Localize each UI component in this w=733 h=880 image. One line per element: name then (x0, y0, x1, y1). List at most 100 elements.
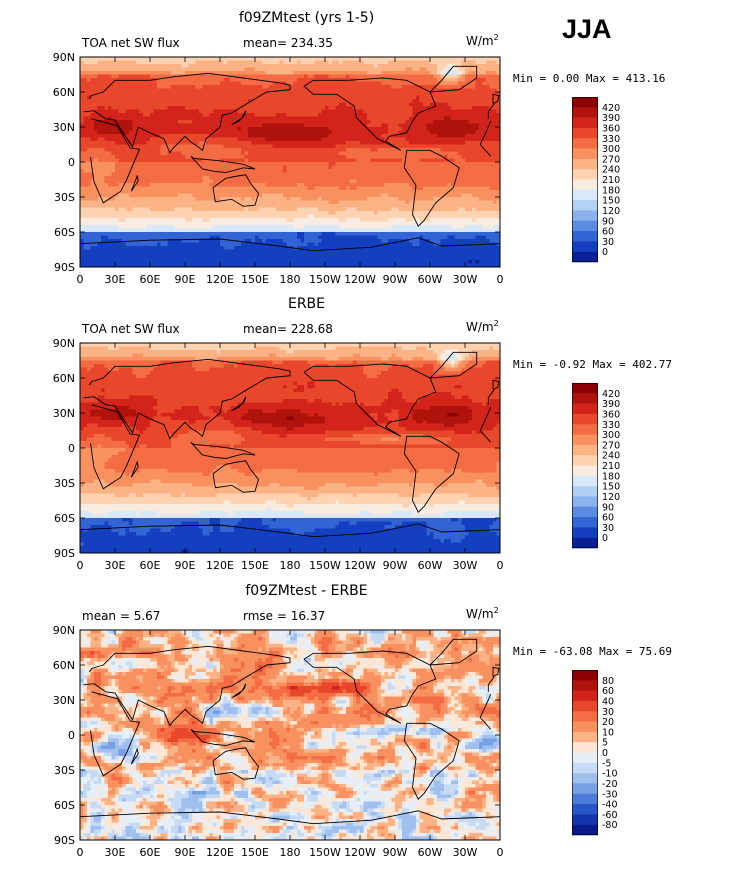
lat-label: 30S (54, 477, 75, 490)
lat-label: 90S (54, 834, 75, 847)
lon-label: 0 (497, 559, 504, 572)
lat-label: 60S (54, 799, 75, 812)
lon-label: 150W (309, 559, 341, 572)
lat-label: 90N (53, 51, 75, 64)
colorbar-swatch (572, 404, 598, 415)
panel-units: W/m2 (466, 319, 499, 334)
lat-label: 30N (53, 407, 75, 420)
colorbar-swatch (572, 149, 598, 160)
lat-label: 90N (53, 624, 75, 637)
colorbar-swatch (572, 486, 598, 497)
lon-label: 120E (206, 559, 234, 572)
lon-label: 120W (344, 273, 376, 286)
lon-label: 0 (77, 846, 84, 859)
colorbar-swatch (572, 180, 598, 191)
lon-label: 30W (453, 559, 478, 572)
lat-label: 60N (53, 86, 75, 99)
lon-label: 60E (140, 846, 161, 859)
lon-label: 0 (77, 559, 84, 572)
lon-label: 30E (105, 846, 126, 859)
colorbar-swatch (572, 118, 598, 129)
colorbar-swatch (572, 383, 598, 394)
lon-label: 0 (497, 273, 504, 286)
panel-title: f09ZMtest (yrs 1-5) (0, 10, 673, 26)
colorbar-swatch (572, 435, 598, 446)
colorbar-swatch (572, 691, 598, 702)
lon-label: 150W (309, 846, 341, 859)
lat-label: 0 (68, 156, 75, 169)
colorbar-swatch (572, 701, 598, 712)
lon-label: 180 (280, 846, 301, 859)
lon-label: 120W (344, 846, 376, 859)
lon-label: 150E (241, 273, 269, 286)
lat-label: 90N (53, 337, 75, 350)
panel-title: f09ZMtest - ERBE (0, 583, 673, 599)
lat-label: 90S (54, 261, 75, 274)
lon-label: 150E (241, 559, 269, 572)
lon-label: 90W (383, 559, 408, 572)
lon-label: 120E (206, 846, 234, 859)
colorbar-swatch (572, 210, 598, 221)
lon-label: 60W (418, 559, 443, 572)
colorbar-swatch (572, 476, 598, 487)
lon-label: 180 (280, 559, 301, 572)
colorbar-swatch (572, 252, 598, 263)
lat-label: 30S (54, 764, 75, 777)
lat-label: 60N (53, 372, 75, 385)
colorbar-swatch (572, 783, 598, 794)
lon-label: 60W (418, 846, 443, 859)
colorbar-swatch (572, 670, 598, 681)
colorbar-swatch (572, 742, 598, 753)
lat-label: 0 (68, 442, 75, 455)
panel-title: ERBE (0, 296, 673, 312)
lon-label: 30E (105, 559, 126, 572)
colorbar-swatch (572, 221, 598, 232)
lon-label: 90E (175, 559, 196, 572)
colorbar-swatch (572, 190, 598, 201)
lon-label: 30W (453, 846, 478, 859)
colorbar-swatch (572, 414, 598, 425)
colorbar-swatch (572, 794, 598, 805)
colorbar-swatch (572, 466, 598, 477)
lat-label: 60S (54, 226, 75, 239)
panel-units-base: W/m (466, 607, 494, 621)
colorbar-swatch (572, 159, 598, 170)
colorbar-swatch (572, 445, 598, 456)
colorbar-swatch (572, 732, 598, 743)
colorbar-swatch (572, 507, 598, 518)
lat-label: 60S (54, 512, 75, 525)
lon-label: 90E (175, 273, 196, 286)
colorbar-swatch (572, 496, 598, 507)
lat-label: 30N (53, 694, 75, 707)
colorbar-label: 0 (602, 533, 608, 544)
colorbar-swatch (572, 753, 598, 764)
colorbar-swatch (572, 763, 598, 774)
colorbar-swatch (572, 424, 598, 435)
colorbar-swatch (572, 138, 598, 149)
panel-units-base: W/m (466, 34, 494, 48)
colorbar-label: 0 (602, 247, 608, 258)
colorbar-swatch (572, 241, 598, 252)
colorbar-swatch (572, 128, 598, 139)
lon-label: 30W (453, 273, 478, 286)
lat-label: 90S (54, 547, 75, 560)
lon-label: 120W (344, 559, 376, 572)
lat-label: 60N (53, 659, 75, 672)
lon-label: 60W (418, 273, 443, 286)
lon-label: 90W (383, 846, 408, 859)
lat-label: 0 (68, 729, 75, 742)
lon-label: 0 (497, 846, 504, 859)
lon-label: 60E (140, 559, 161, 572)
lat-label: 30N (53, 121, 75, 134)
colorbar-swatch (572, 804, 598, 815)
lon-label: 150W (309, 273, 341, 286)
panel-units-sup: 2 (494, 606, 499, 615)
colorbar-swatch (572, 455, 598, 466)
colorbar-swatch (572, 169, 598, 180)
lon-label: 0 (77, 273, 84, 286)
colorbar-swatch (572, 527, 598, 538)
colorbar-swatch (572, 231, 598, 242)
panel-units: W/m2 (466, 606, 499, 621)
